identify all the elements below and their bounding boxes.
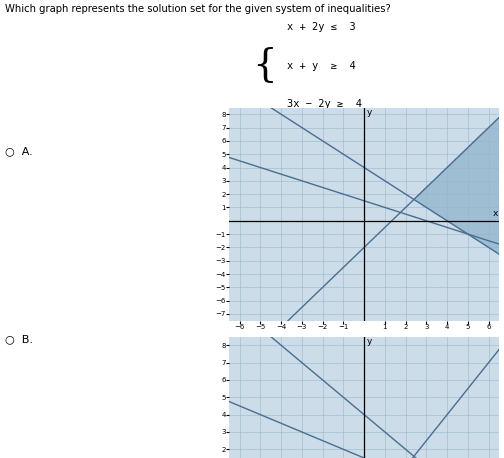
Text: 3x − 2y ≥  4: 3x − 2y ≥ 4 [287,99,362,109]
Text: ○  A.: ○ A. [5,147,33,157]
Text: {: { [252,48,277,84]
Text: x: x [492,209,498,218]
Text: Which graph represents the solution set for the given system of inequalities?: Which graph represents the solution set … [5,4,391,14]
Text: x + y  ≥  4: x + y ≥ 4 [287,61,356,71]
Text: y: y [366,108,372,117]
Text: x + 2y ≤  3: x + 2y ≤ 3 [287,22,356,33]
Text: ○  B.: ○ B. [5,334,33,344]
Text: y: y [366,338,372,347]
